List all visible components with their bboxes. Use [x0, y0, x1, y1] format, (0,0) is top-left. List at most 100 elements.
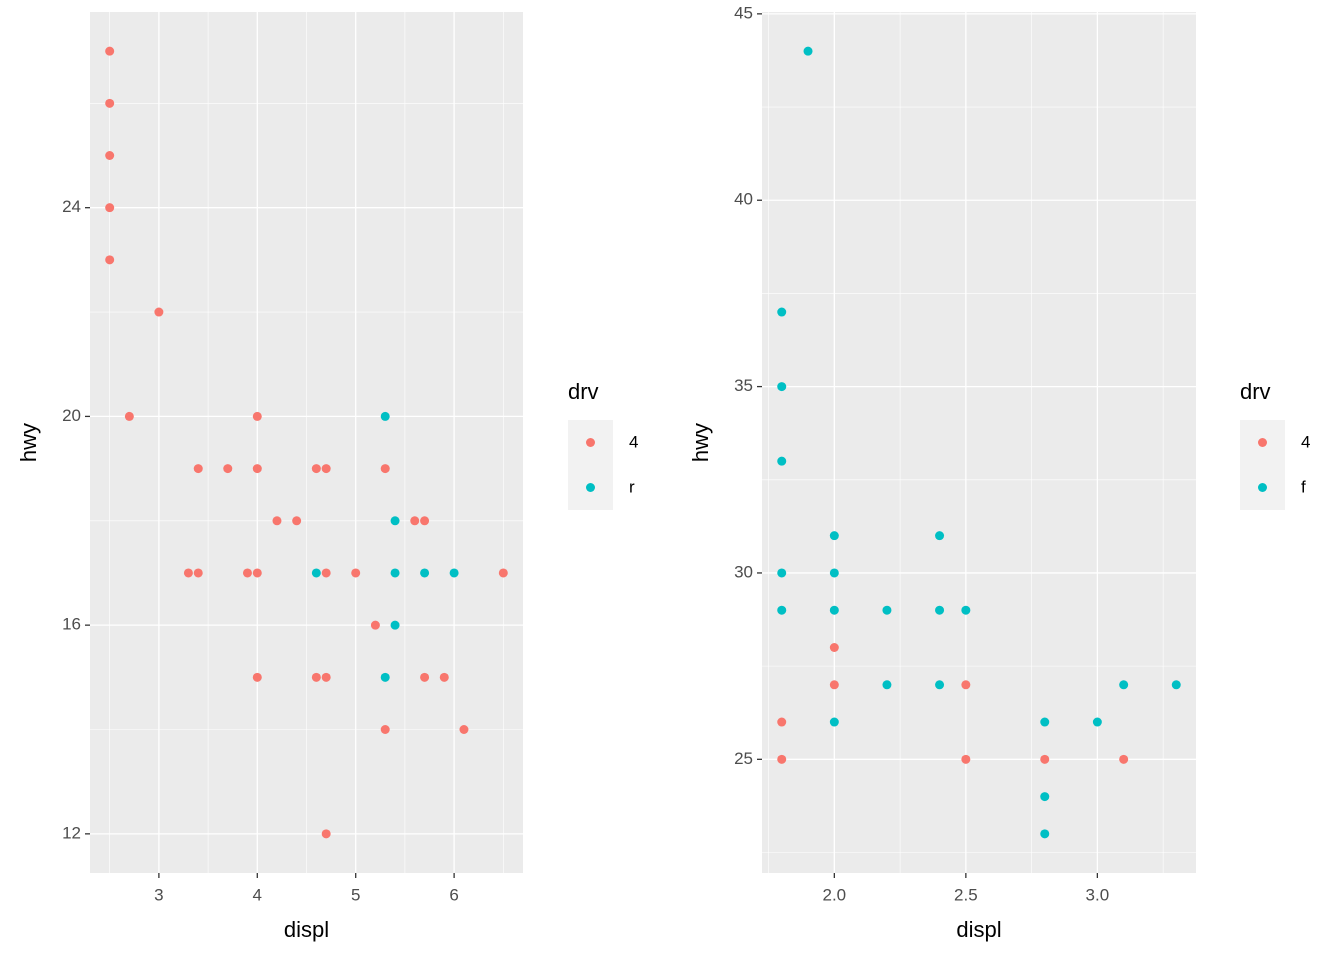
point: [420, 672, 430, 682]
legend-label: f: [1301, 477, 1306, 496]
point: [777, 307, 787, 317]
y-axis-title: hwy: [16, 423, 41, 462]
y-axis-title: hwy: [688, 423, 713, 462]
y-tick-label: 12: [62, 823, 81, 842]
point: [961, 680, 971, 690]
point: [498, 568, 508, 578]
point: [439, 672, 449, 682]
point: [459, 725, 469, 734]
point: [935, 605, 945, 615]
point: [321, 672, 331, 682]
point: [351, 568, 361, 578]
point: [420, 516, 430, 526]
point: [105, 46, 115, 56]
point: [449, 568, 459, 578]
point: [390, 620, 400, 630]
point: [829, 605, 839, 615]
legend-label: 4: [1301, 432, 1310, 451]
point: [1092, 717, 1102, 727]
x-axis-title: displ: [284, 917, 329, 942]
point: [777, 717, 787, 727]
point: [154, 307, 164, 317]
point: [829, 717, 839, 727]
point: [1040, 792, 1050, 802]
point: [223, 464, 233, 474]
y-tick-label: 45: [734, 3, 753, 22]
point: [380, 464, 390, 474]
point: [272, 516, 282, 526]
point: [105, 151, 115, 160]
point: [370, 620, 380, 630]
point: [311, 568, 321, 578]
legend-marker: [586, 438, 595, 447]
y-tick-label: 16: [62, 615, 81, 634]
panel-background: [762, 12, 1196, 873]
point: [961, 605, 971, 615]
point: [321, 568, 331, 578]
point: [1040, 754, 1050, 764]
y-tick-label: 40: [734, 190, 753, 209]
point: [882, 605, 892, 615]
x-tick-label: 3.0: [1086, 885, 1110, 904]
point: [777, 568, 787, 578]
legend-marker: [1258, 438, 1267, 447]
point: [829, 643, 839, 652]
point: [1040, 829, 1050, 839]
point: [420, 568, 430, 578]
point: [961, 754, 971, 764]
legend-title: drv: [1240, 379, 1271, 404]
point: [380, 411, 390, 421]
point: [1171, 680, 1181, 690]
point: [777, 456, 787, 466]
point: [1040, 717, 1050, 727]
y-tick-label: 35: [734, 376, 753, 395]
point: [252, 464, 262, 474]
point: [777, 754, 787, 764]
point: [380, 672, 390, 682]
point: [321, 829, 331, 839]
y-tick-label: 25: [734, 749, 753, 768]
point: [829, 531, 839, 541]
x-tick-label: 5: [351, 885, 360, 904]
point: [410, 516, 420, 526]
point: [935, 531, 945, 541]
point: [390, 568, 400, 578]
point: [777, 605, 787, 615]
x-tick-label: 3: [154, 885, 163, 904]
x-tick-label: 2.5: [954, 885, 978, 904]
x-tick-label: 4: [253, 885, 262, 904]
point: [311, 464, 321, 474]
point: [242, 568, 252, 578]
point: [882, 680, 892, 690]
legend-title: drv: [568, 379, 599, 404]
x-tick-label: 2.0: [823, 885, 847, 904]
point: [252, 672, 262, 682]
y-tick-label: 30: [734, 562, 753, 581]
y-tick-label: 24: [62, 197, 81, 216]
legend-marker: [1258, 483, 1267, 492]
point: [193, 464, 203, 474]
x-tick-label: 6: [449, 885, 458, 904]
legend-label: 4: [629, 432, 638, 451]
point: [292, 516, 302, 526]
point: [803, 46, 813, 56]
point: [935, 680, 945, 690]
point: [252, 411, 262, 421]
point: [390, 516, 400, 526]
point: [829, 680, 839, 690]
point: [252, 568, 262, 578]
point: [183, 568, 193, 578]
point: [321, 464, 331, 474]
y-tick-label: 20: [62, 406, 81, 425]
x-axis-title: displ: [956, 917, 1001, 942]
point: [105, 203, 115, 213]
legend-label: r: [629, 477, 635, 496]
point: [380, 725, 390, 734]
point: [1119, 754, 1129, 764]
point: [193, 568, 203, 578]
point: [124, 411, 134, 421]
point: [105, 98, 115, 108]
point: [311, 672, 321, 682]
point: [1119, 680, 1129, 690]
